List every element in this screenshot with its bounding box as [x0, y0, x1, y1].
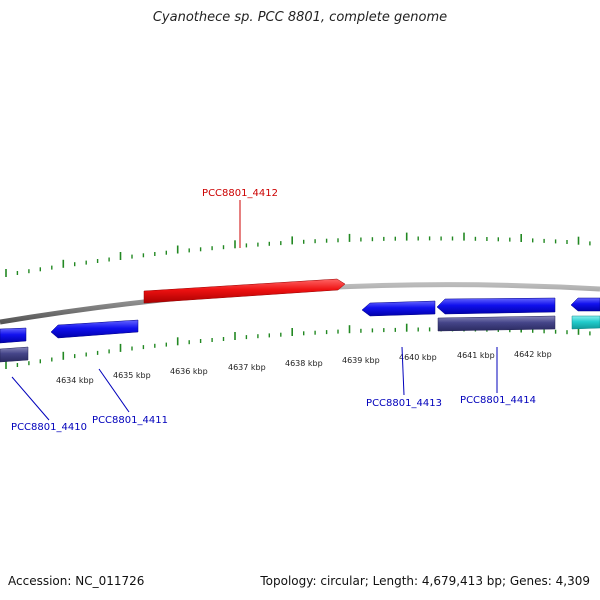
gene-offscreen-right[interactable]	[570, 297, 600, 312]
rna-feature-4414	[437, 315, 556, 332]
gene-label-4412[interactable]: PCC8801_4412	[202, 188, 278, 199]
genome-summary-text: Topology: circular; Length: 4,679,413 bp…	[260, 574, 590, 588]
scale-label: 4641 kbp	[457, 351, 495, 360]
gene-pcc8801-4411[interactable]	[50, 319, 139, 339]
outer-tick-row	[5, 232, 591, 277]
scale-label: 4634 kbp	[56, 376, 94, 385]
scale-label: 4636 kbp	[170, 367, 208, 376]
scale-label: 4640 kbp	[399, 353, 437, 362]
leader-line-4413	[401, 346, 405, 396]
gene-label-4414[interactable]: PCC8801_4414	[460, 395, 536, 406]
gene-label-4413[interactable]: PCC8801_4413	[366, 398, 442, 409]
cyan-feature-right	[571, 315, 600, 330]
scale-label: 4639 kbp	[342, 356, 380, 365]
scale-label: 4638 kbp	[285, 359, 323, 368]
scale-label: 4642 kbp	[514, 350, 552, 359]
scale-label: 4635 kbp	[113, 371, 151, 380]
scale-label: 4637 kbp	[228, 363, 266, 372]
gene-pcc8801-4412[interactable]	[143, 278, 346, 304]
page-title: Cyanothece sp. PCC 8801, complete genome	[152, 10, 448, 25]
gene-label-4410[interactable]: PCC8801_4410	[11, 422, 87, 433]
scale-labels: 4634 kbp 4635 kbp 4636 kbp 4637 kbp 4638…	[56, 350, 552, 385]
gene-pcc8801-4413[interactable]	[361, 300, 436, 317]
accession-text: Accession: NC_011726	[8, 574, 145, 588]
gene-pcc8801-4410[interactable]	[0, 327, 27, 344]
gene-label-4411[interactable]: PCC8801_4411	[92, 415, 168, 426]
gene-pcc8801-4414[interactable]	[436, 297, 556, 315]
rna-feature-left	[0, 346, 29, 363]
leader-line-4411	[98, 368, 130, 413]
leader-line-4410	[11, 376, 50, 421]
